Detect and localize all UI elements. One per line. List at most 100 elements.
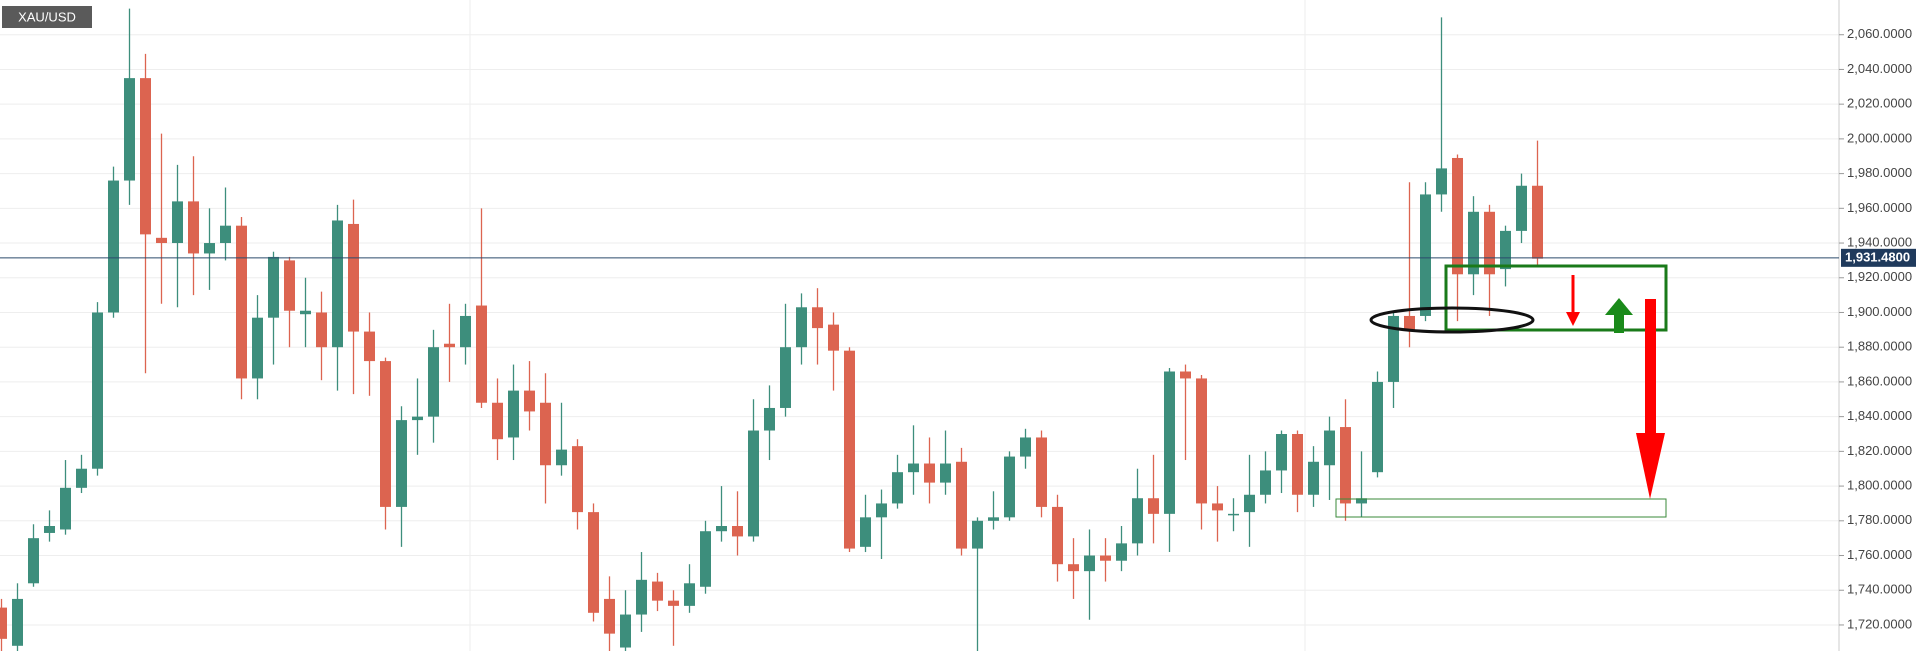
candle-body — [1132, 498, 1143, 544]
candle-body — [1036, 437, 1047, 507]
y-tick-label: 1,820.0000 — [1847, 443, 1912, 458]
candle-body — [1004, 456, 1015, 518]
candle-body — [380, 361, 391, 507]
arrow-head — [1636, 433, 1665, 499]
y-tick-label: 1,920.0000 — [1847, 269, 1912, 284]
last-price-label: 1,931.4800 — [1845, 249, 1910, 264]
candle-body — [428, 347, 439, 417]
candle-body — [956, 461, 967, 549]
y-tick-label: 2,000.0000 — [1847, 130, 1912, 145]
candle-body — [364, 331, 375, 362]
y-tick-label: 1,960.0000 — [1847, 200, 1912, 215]
y-tick-label: 1,860.0000 — [1847, 373, 1912, 388]
candle-body — [636, 579, 647, 615]
y-tick-label: 1,780.0000 — [1847, 512, 1912, 527]
candle-body — [220, 225, 231, 244]
candle-body — [1516, 185, 1527, 231]
candle-body — [1164, 371, 1175, 514]
candle-body — [1244, 494, 1255, 513]
candle-body — [1180, 371, 1191, 379]
candle-body — [444, 343, 455, 348]
y-tick-label: 1,740.0000 — [1847, 582, 1912, 597]
candle-body — [876, 503, 887, 518]
candle-body — [156, 237, 167, 244]
candle-body — [508, 390, 519, 438]
candle-body — [348, 223, 359, 332]
candle-body — [76, 468, 87, 488]
arrow-head — [1605, 298, 1633, 315]
candle-body — [1228, 513, 1239, 516]
y-tick-label: 1,720.0000 — [1847, 616, 1912, 631]
candle-body — [604, 598, 615, 634]
candle-body — [1452, 157, 1463, 275]
candle-body — [1324, 430, 1335, 466]
last-price-badge — [1841, 248, 1916, 267]
candle-body — [396, 420, 407, 507]
candle-body — [1484, 211, 1495, 275]
candle-body — [1372, 381, 1383, 473]
arrow-head — [1566, 312, 1580, 326]
candle-body — [828, 324, 839, 351]
candle-body — [748, 430, 759, 537]
candle-body — [1276, 434, 1287, 471]
candle-body — [684, 583, 695, 606]
candle-body — [1468, 211, 1479, 275]
candle-body — [1148, 498, 1159, 514]
candle-body — [1308, 461, 1319, 495]
candle-body — [1436, 168, 1447, 195]
candle-body — [460, 315, 471, 348]
candle-body — [124, 78, 135, 181]
candle-body — [316, 312, 327, 348]
candle-body — [796, 307, 807, 348]
candle-body — [412, 416, 423, 421]
candle-body — [668, 600, 679, 606]
candle-body — [204, 243, 215, 254]
candle-body — [908, 463, 919, 473]
candles — [0, 8, 1543, 651]
y-tick-label: 1,760.0000 — [1847, 547, 1912, 562]
candle-body — [28, 538, 39, 584]
candle-body — [1356, 498, 1367, 504]
candle-body — [108, 180, 119, 313]
target-box — [1335, 498, 1667, 518]
candle-body — [1084, 555, 1095, 572]
candle-body — [844, 350, 855, 549]
highlight-ellipse — [1369, 306, 1535, 334]
candle-body — [1404, 315, 1415, 330]
candle-body — [652, 581, 663, 601]
candle-body — [1100, 555, 1111, 561]
candle-body — [812, 307, 823, 329]
candle-body — [236, 225, 247, 379]
candle-body — [140, 78, 151, 235]
candle-body — [1340, 427, 1351, 504]
candle-body — [332, 220, 343, 348]
candle-body — [252, 317, 263, 379]
candle-body — [268, 256, 279, 318]
candle-body — [988, 517, 999, 521]
candle-body — [300, 310, 311, 315]
candle-body — [700, 531, 711, 587]
candle-body — [620, 614, 631, 648]
candle-body — [1292, 434, 1303, 495]
candle-body — [188, 201, 199, 254]
candle-body — [732, 526, 743, 537]
annotations — [1335, 264, 1668, 518]
candle-body — [1500, 230, 1511, 270]
y-tick-label: 1,840.0000 — [1847, 408, 1912, 423]
symbol-badge — [2, 6, 92, 28]
candle-body — [556, 449, 567, 466]
candle-body — [1052, 506, 1063, 565]
candle-body — [1196, 378, 1207, 504]
y-axis: 1,720.0000 1,740.0000 1,760.0000 1,780.0000… — [1839, 26, 1912, 631]
y-tick-label: 1,880.0000 — [1847, 339, 1912, 354]
candle-body — [0, 607, 7, 639]
candle-body — [780, 347, 791, 408]
candle-body — [940, 463, 951, 483]
candle-body — [1068, 564, 1079, 572]
y-tick-label: 2,020.0000 — [1847, 96, 1912, 111]
candle-body — [92, 312, 103, 469]
candle-body — [924, 463, 935, 483]
candle-body — [764, 407, 775, 431]
candle-body — [540, 402, 551, 466]
